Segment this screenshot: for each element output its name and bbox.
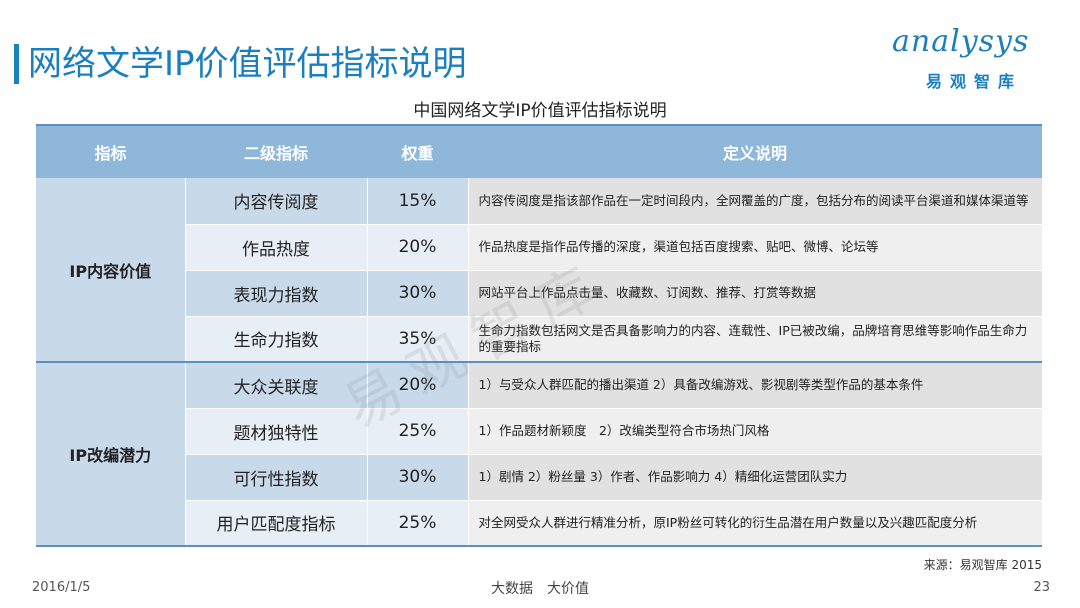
definition-cell: 内容传阅度是指该部作品在一定时间段内，全网覆盖的广度，包括分布的阅读平台渠道和媒… [468,178,1042,225]
sub-indicator-cell: 可行性指数 [185,454,368,501]
weight-cell: 35% [367,316,469,363]
sub-indicator-cell: 作品热度 [185,224,368,271]
weight-cell: 20% [367,224,469,271]
sub-indicator-cell: 题材独特性 [185,408,368,455]
column-header: 权重 [367,124,468,178]
source-note: 来源：易观智库 2015 [923,558,1042,572]
table-row: 用户匹配度指标 25% 对全网受众人群进行精准分析，原IP粉丝可转化的衍生品潜在… [36,500,1042,547]
table-title: 中国网络文学IP价值评估指标说明 [413,101,667,121]
definition-cell: 网站平台上作品点击量、收藏数、订阅数、推荐、打赏等数据 [468,270,1042,317]
sub-indicator-cell: 内容传阅度 [185,178,368,225]
weight-cell: 25% [367,408,469,455]
definition-cell: 1）与受众人群匹配的播出渠道 2）具备改编游戏、影视剧等类型作品的基本条件 [468,362,1042,409]
indicator-table: 指标 二级指标 权重 定义说明 IP内容价值 内容传阅度 15% 内容传阅度是指… [36,124,1042,547]
sub-indicator-cell: 用户匹配度指标 [185,500,368,547]
table-row: 可行性指数 30% 1）剧情 2）粉丝量 3）作者、作品影响力 4）精细化运营团… [36,454,1042,501]
table-header-row: 指标 二级指标 权重 定义说明 [36,124,1042,178]
column-header: 定义说明 [468,124,1042,178]
sub-indicator-cell: 生命力指数 [185,316,368,363]
table-row: 作品热度 20% 作品热度是指作品传播的深度，渠道包括百度搜索、贴吧、微博、论坛… [36,224,1042,271]
analysys-logo: analysys 易观智库 [880,22,1060,94]
definition-cell: 作品热度是指作品传播的深度，渠道包括百度搜索、贴吧、微博、论坛等 [468,224,1042,271]
weight-cell: 25% [367,500,469,547]
table-row: 生命力指数 35% 生命力指数包括网文是否具备影响力的内容、连载性、IP已被改编… [36,316,1042,363]
footer-date: 2016/1/5 [32,580,91,595]
definition-cell: 1）作品题材新颖度 2）改编类型符合市场热门风格 [468,408,1042,455]
sub-indicator-cell: 大众关联度 [185,362,368,409]
category-cell: IP内容价值 [36,178,186,363]
table-row: IP改编潜力 大众关联度 20% 1）与受众人群匹配的播出渠道 2）具备改编游戏… [36,362,1042,547]
column-header: 指标 [36,124,185,178]
column-header: 二级指标 [185,124,367,178]
footer-slogan: 大数据 大价值 [491,581,589,597]
page-title: 网络文学IP价值评估指标说明 [28,44,467,84]
logo-chinese-name: 易观智库 [926,72,1023,91]
page-number: 23 [1033,580,1050,595]
definition-cell: 对全网受众人群进行精准分析，原IP粉丝可转化的衍生品潜在用户数量以及兴趣匹配度分… [468,500,1042,547]
table-row: 题材独特性 25% 1）作品题材新颖度 2）改编类型符合市场热门风格 [36,408,1042,455]
sub-indicator-cell: 表现力指数 [185,270,368,317]
weight-cell: 30% [367,270,469,317]
definition-cell: 1）剧情 2）粉丝量 3）作者、作品影响力 4）精细化运营团队实力 [468,454,1042,501]
category-cell: IP改编潜力 [36,362,186,547]
table-row: 表现力指数 30% 网站平台上作品点击量、收藏数、订阅数、推荐、打赏等数据 [36,270,1042,317]
weight-cell: 15% [367,178,469,225]
title-accent-bar [14,44,19,84]
definition-cell: 生命力指数包括网文是否具备影响力的内容、连载性、IP已被改编，品牌培育思维等影响… [468,316,1042,363]
logo-wordmark: analysys [892,24,1030,59]
weight-cell: 30% [367,454,469,501]
weight-cell: 20% [367,362,469,409]
table-row: IP内容价值 内容传阅度 15% 内容传阅度是指该部作品在一定时间段内，全网覆盖… [36,178,1042,363]
